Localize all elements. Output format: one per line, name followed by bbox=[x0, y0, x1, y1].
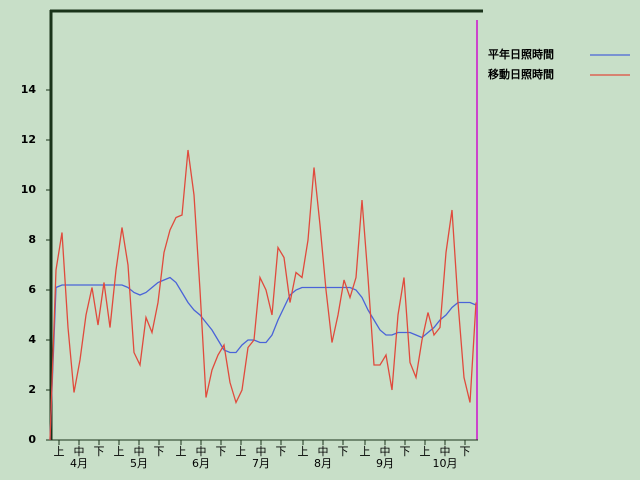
y-tick-label: 10 bbox=[21, 183, 37, 196]
x-tick-label: 中 bbox=[440, 445, 451, 458]
x-tick-label: 下 bbox=[276, 445, 287, 458]
x-tick-label: 上 bbox=[360, 445, 371, 458]
y-tick-label: 4 bbox=[28, 333, 36, 346]
x-tick-label: 中 bbox=[380, 445, 391, 458]
x-tick-label: 中 bbox=[256, 445, 267, 458]
x-tick-label: 下 bbox=[338, 445, 349, 458]
y-tick-label: 14 bbox=[21, 83, 37, 96]
x-tick-label: 上 bbox=[54, 445, 65, 458]
y-tick-label: 8 bbox=[28, 233, 36, 246]
series-line bbox=[49, 149, 477, 441]
x-tick-label: 上 bbox=[176, 445, 187, 458]
x-tick-label: 下 bbox=[94, 445, 105, 458]
month-label: 7月 bbox=[252, 457, 270, 470]
x-tick-label: 上 bbox=[114, 445, 125, 458]
y-tick-label: 12 bbox=[21, 133, 36, 146]
x-tick-label: 中 bbox=[74, 445, 85, 458]
month-label: 8月 bbox=[314, 457, 332, 470]
x-tick-label: 中 bbox=[134, 445, 145, 458]
month-label: 10月 bbox=[433, 457, 458, 470]
y-tick-label: 2 bbox=[28, 383, 36, 396]
month-label: 4月 bbox=[70, 457, 88, 470]
month-label: 5月 bbox=[130, 457, 148, 470]
x-tick-label: 下 bbox=[460, 445, 471, 458]
x-tick-label: 上 bbox=[298, 445, 309, 458]
x-tick-label: 下 bbox=[154, 445, 165, 458]
series-line bbox=[49, 276, 477, 441]
x-tick-label: 下 bbox=[400, 445, 411, 458]
x-tick-label: 下 bbox=[216, 445, 227, 458]
y-tick-label: 6 bbox=[28, 283, 36, 296]
x-tick-label: 上 bbox=[236, 445, 247, 458]
x-tick-label: 上 bbox=[420, 445, 431, 458]
x-tick-label: 中 bbox=[196, 445, 207, 458]
legend-label: 平年日照時間 bbox=[488, 47, 554, 61]
x-tick-label: 中 bbox=[318, 445, 329, 458]
month-label: 6月 bbox=[192, 457, 210, 470]
y-tick-label: 0 bbox=[28, 433, 36, 446]
legend-label: 移動日照時間 bbox=[488, 67, 554, 81]
month-label: 9月 bbox=[376, 457, 394, 470]
